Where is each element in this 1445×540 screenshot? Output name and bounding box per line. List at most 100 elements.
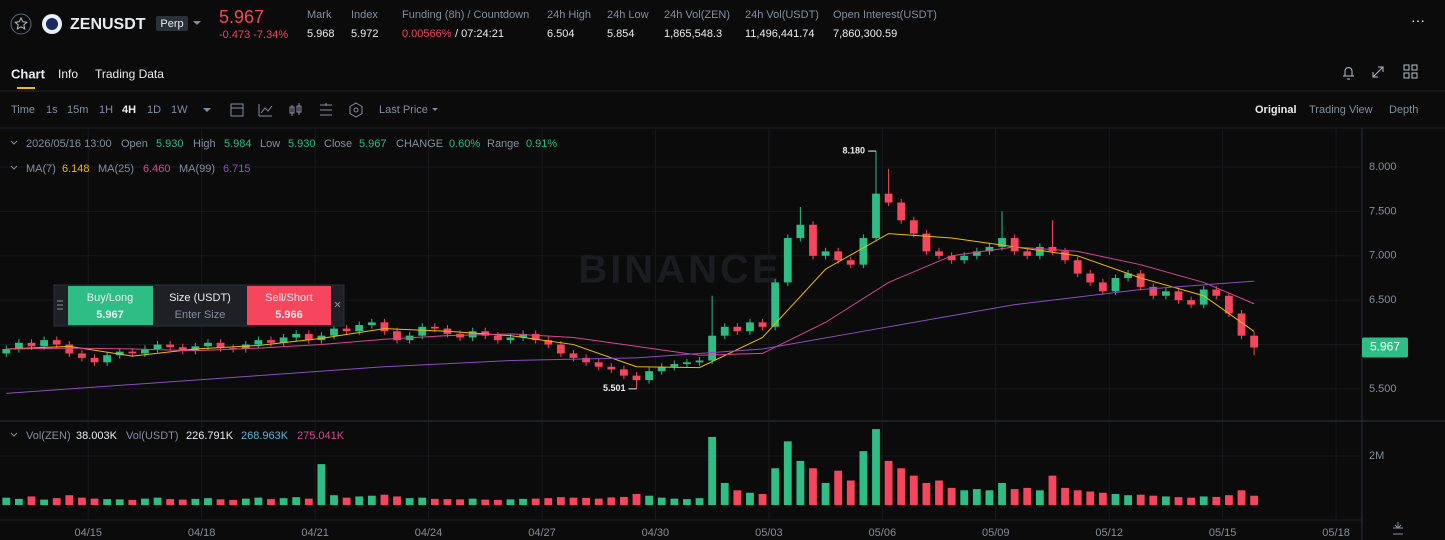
y-tick-label: 7.500 <box>1369 205 1397 217</box>
interval[interactable]: 1D <box>147 104 161 116</box>
volume-bar <box>922 482 931 505</box>
volume-bar <box>834 470 843 505</box>
candle-body <box>695 360 704 363</box>
favorite-star[interactable] <box>10 13 32 35</box>
interval[interactable]: Time <box>11 104 35 116</box>
candle-body <box>607 366 616 370</box>
volume-bar <box>796 460 805 505</box>
calendar-icon[interactable] <box>230 103 244 117</box>
candle-body <box>746 322 754 332</box>
candle-icon[interactable] <box>289 103 302 116</box>
hex-icon[interactable] <box>349 102 363 118</box>
candle-body <box>1250 335 1259 348</box>
layout-icon[interactable] <box>1403 64 1418 79</box>
chart: BINANCE 04/15 04/18 04/21 04/24 04/27 04/30 05/… <box>0 128 1445 540</box>
stat-value: 0.00566% <box>402 28 452 40</box>
x-tick-label: 05/18 <box>1322 527 1350 539</box>
view-trading-view[interactable]: Trading View <box>1309 104 1373 116</box>
candle-body <box>204 342 212 347</box>
x-tick-label: 04/30 <box>642 527 670 539</box>
view-original[interactable]: Original <box>1255 104 1297 116</box>
interval-dropdown[interactable] <box>203 108 211 112</box>
size-input[interactable]: Enter Size <box>175 309 226 321</box>
drag-handle[interactable] <box>57 300 63 310</box>
interval[interactable]: 1W <box>171 104 188 116</box>
legend-toggle[interactable] <box>10 140 18 145</box>
tab-info[interactable]: Info <box>58 67 78 81</box>
volume-bar <box>645 495 654 505</box>
last-price: 5.967 <box>219 7 264 27</box>
volume-bar <box>27 496 36 505</box>
tab-chart[interactable]: Chart <box>11 66 46 81</box>
candle-body <box>1212 289 1221 296</box>
scroll-bottom[interactable] <box>1393 522 1403 535</box>
y-tick-label: 5.500 <box>1369 383 1397 395</box>
x-tick-label: 04/18 <box>188 527 216 539</box>
price-type[interactable]: Last Price <box>379 104 428 116</box>
candle-body <box>1174 291 1183 301</box>
candle-body <box>1161 291 1170 296</box>
volume-bar <box>103 499 112 505</box>
perp-badge-text: Perp <box>160 18 183 30</box>
candle-body <box>758 322 767 327</box>
candle-body <box>1098 282 1107 292</box>
vol-usdt-label: Vol(USDT) <box>126 430 179 442</box>
volume-bar <box>279 498 288 505</box>
candle-body <box>859 238 868 265</box>
sell-button[interactable] <box>247 286 331 325</box>
volume-bar <box>1136 494 1145 505</box>
volume-bar <box>204 498 212 505</box>
indicator-icon[interactable] <box>258 104 273 117</box>
more-menu[interactable]: ⋯ <box>1411 13 1425 29</box>
price-change: -0.473 -7.34% <box>219 29 288 41</box>
candle-body <box>594 362 603 367</box>
symbol[interactable]: ZENUSDT <box>70 16 146 33</box>
candle-body <box>380 322 389 332</box>
annotation-label: 5.501 <box>603 383 626 393</box>
volume-bar <box>14 498 23 505</box>
tab-trading-data[interactable]: Trading Data <box>95 67 164 81</box>
candle-body <box>367 322 376 326</box>
legend-label: Close <box>324 138 352 150</box>
volume-bar <box>78 497 86 505</box>
ma-toggle[interactable] <box>10 165 18 170</box>
candle-body <box>872 193 880 239</box>
volume-bar <box>52 498 61 505</box>
vol-toggle[interactable] <box>10 432 18 437</box>
alert-icon[interactable] <box>1343 67 1354 80</box>
interval[interactable]: 1s <box>46 104 58 116</box>
buy-button[interactable] <box>68 286 153 325</box>
interval[interactable]: 1H <box>99 104 113 116</box>
settings-icon[interactable] <box>320 103 332 116</box>
candle-body <box>531 333 540 341</box>
symbol-dropdown[interactable] <box>193 21 201 25</box>
volume-bar <box>405 498 414 505</box>
volume-bar <box>317 464 326 505</box>
candle-body <box>1199 289 1208 305</box>
candle-body <box>972 251 981 256</box>
candle-body <box>985 246 994 252</box>
vol-value: 38.003K <box>76 430 118 442</box>
candle-body <box>670 364 679 367</box>
volume-bar <box>1010 489 1019 505</box>
interval[interactable]: 15m <box>67 104 88 116</box>
candle-body <box>279 337 288 343</box>
stat-label: 24h Low <box>607 9 649 21</box>
volume-bar <box>582 497 591 505</box>
close-panel[interactable] <box>334 301 341 308</box>
candle-body <box>1187 300 1196 305</box>
volume-bar <box>229 499 238 505</box>
interval-active[interactable]: 4H <box>122 104 136 116</box>
volume-bar <box>519 498 527 505</box>
price-type-dropdown[interactable] <box>432 108 438 111</box>
volume-bar <box>65 495 74 505</box>
candle-body <box>1010 238 1019 252</box>
ma-value: 6.460 <box>143 163 171 175</box>
y-tick-label: 6.500 <box>1369 294 1397 306</box>
view-depth[interactable]: Depth <box>1389 104 1418 116</box>
star-icon <box>14 16 28 30</box>
fullscreen-icon[interactable] <box>1372 66 1384 78</box>
volume-bar <box>746 492 754 505</box>
volume-bar <box>393 496 401 505</box>
